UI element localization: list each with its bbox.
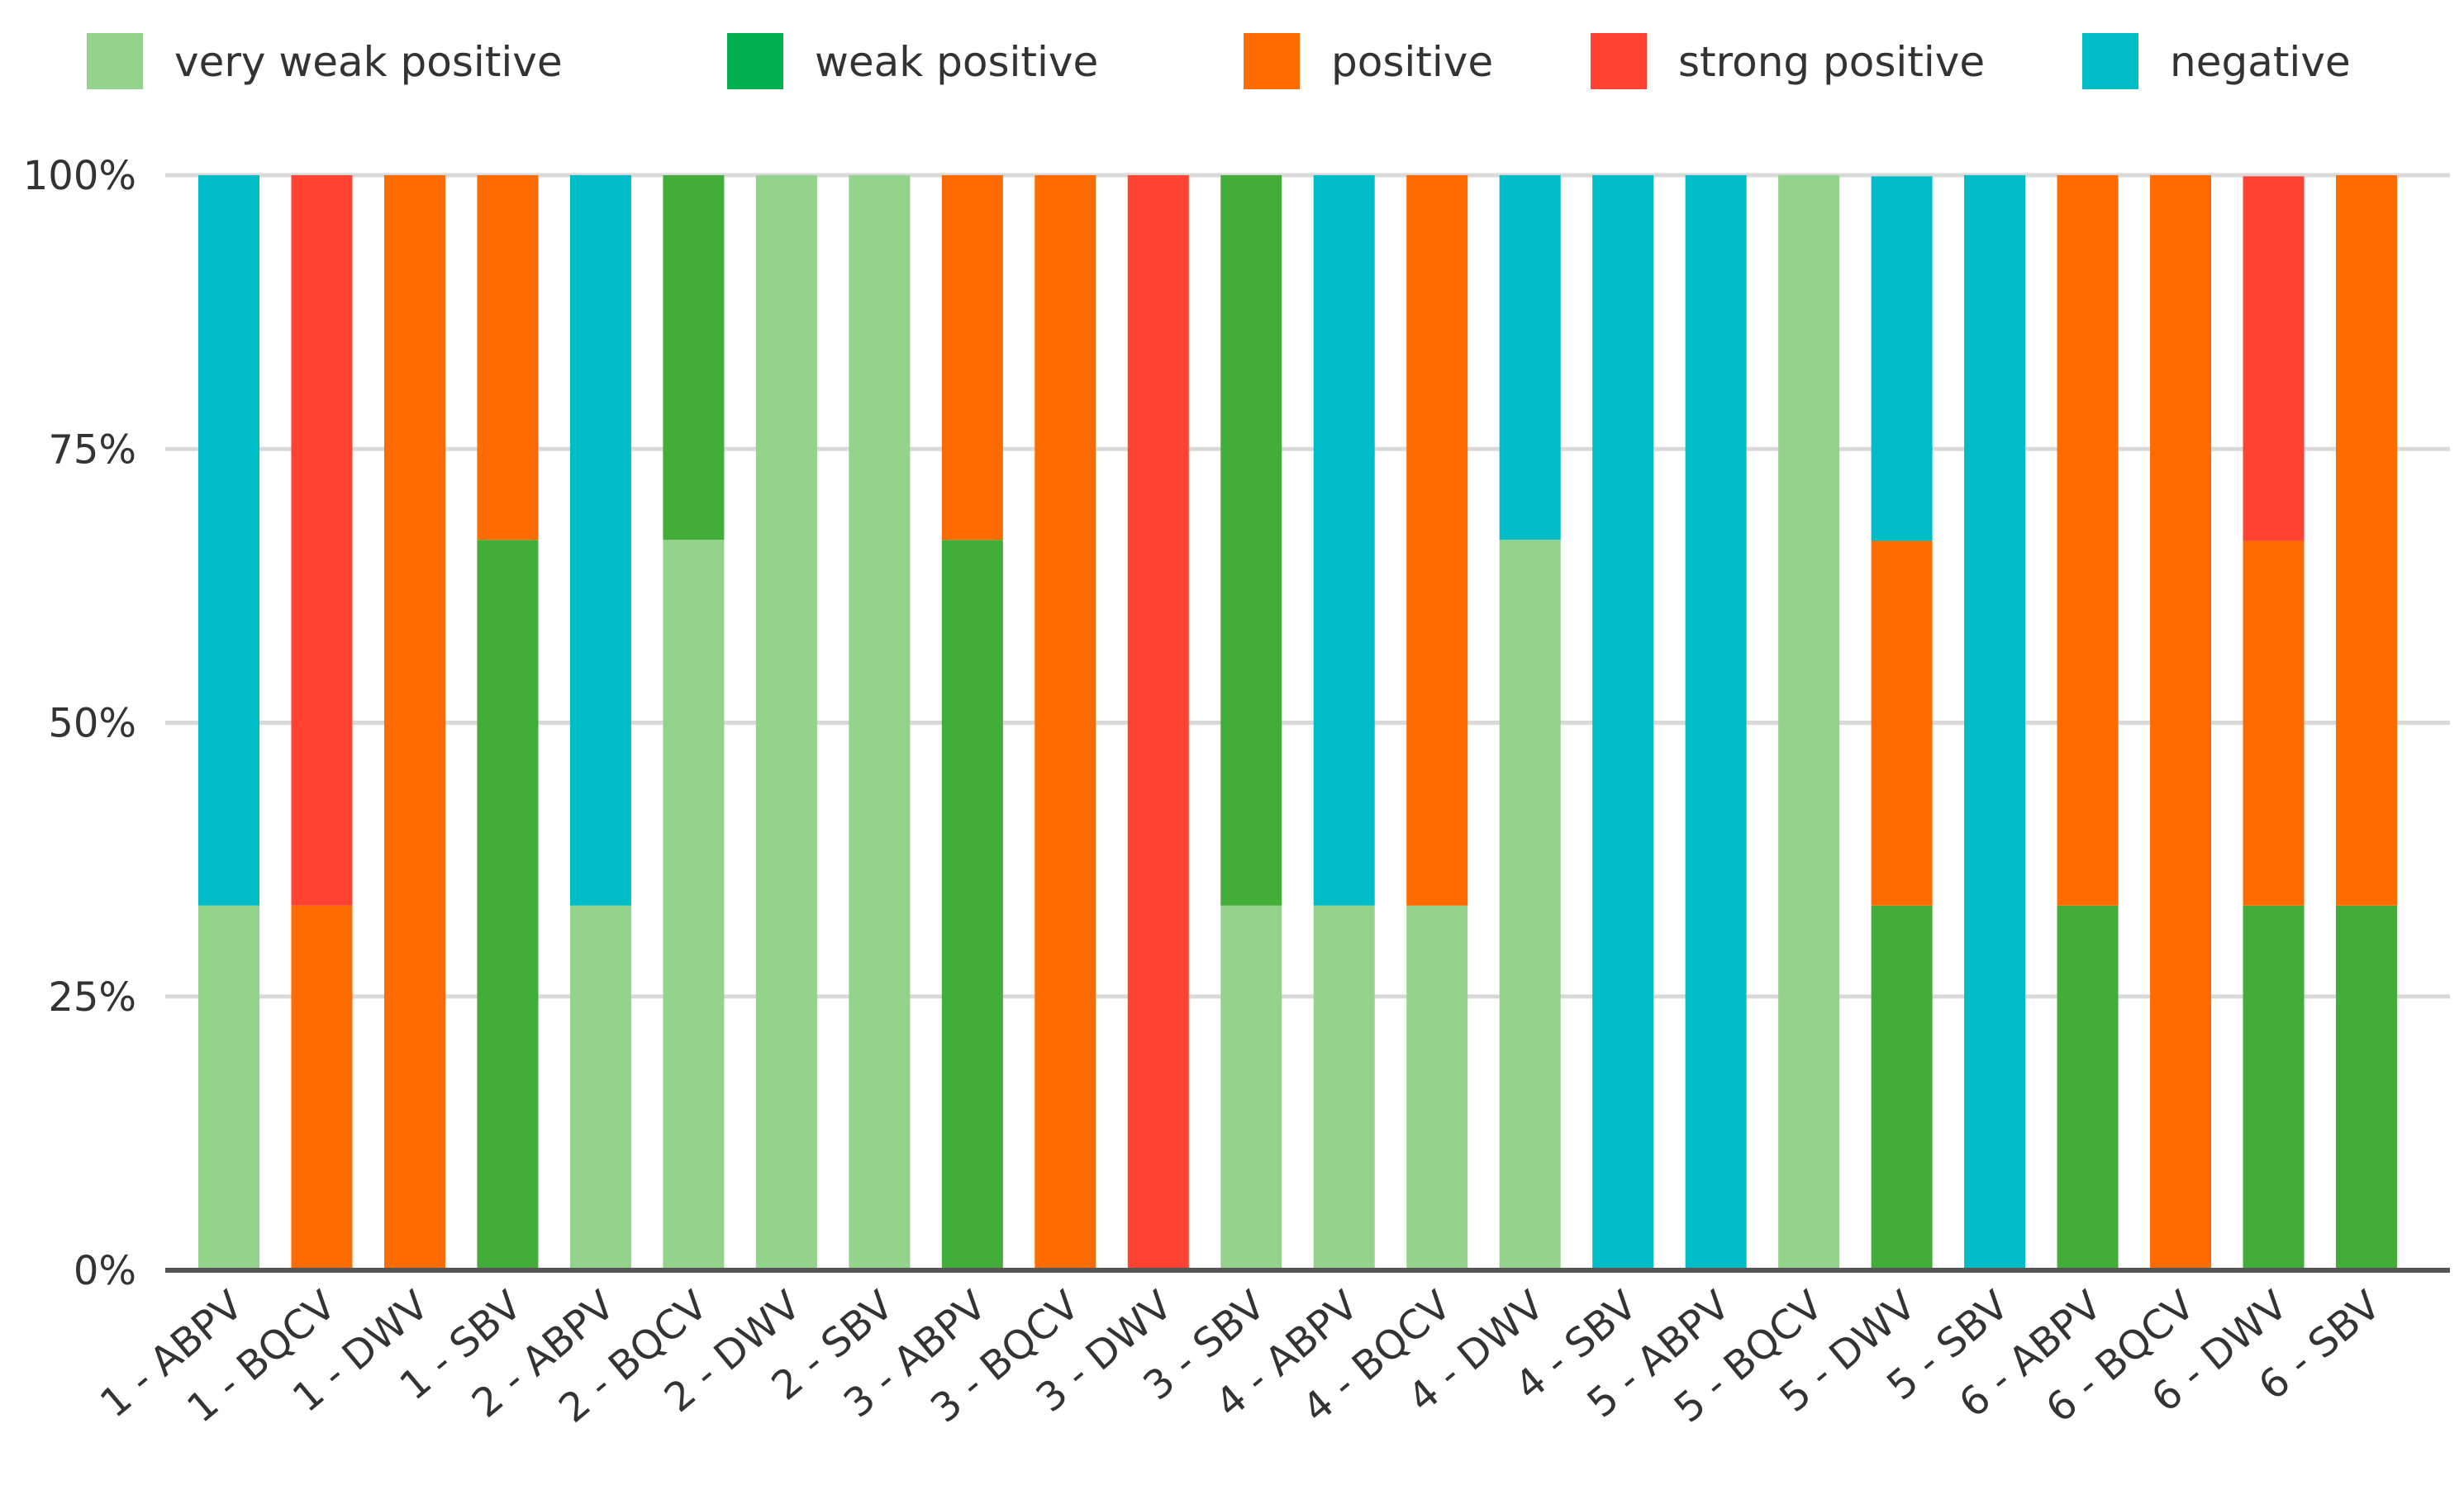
bar-stack <box>1127 175 1189 1270</box>
bar-stack <box>1406 175 1468 1270</box>
bar-segment <box>2057 175 2119 906</box>
legend-swatch <box>727 33 783 89</box>
bar-stack <box>1220 175 1282 1270</box>
y-tick-label: 25% <box>48 974 136 1021</box>
bar-segment <box>2243 905 2305 1270</box>
bar-segment <box>1313 175 1375 906</box>
bar-segment <box>291 175 353 906</box>
bar-segment <box>663 540 725 1270</box>
legend-item: strong positive <box>1591 33 1985 89</box>
legend-label: positive <box>1331 38 1493 86</box>
y-tick-label: 50% <box>48 701 136 747</box>
bar-segment <box>663 175 725 540</box>
bar-segment <box>2057 905 2119 1270</box>
bar-segment <box>569 905 631 1270</box>
bar-segment <box>477 540 539 1270</box>
bar-stack <box>1313 175 1375 1270</box>
legend-item: very weak positive <box>87 33 563 89</box>
bar-stack <box>849 175 911 1270</box>
bar-stack <box>1592 175 1654 1270</box>
bar-segment <box>1592 175 1654 1270</box>
legend-label: weak positive <box>815 38 1098 86</box>
bar-segment <box>1871 905 1933 1270</box>
y-tick-label: 0% <box>74 1248 136 1294</box>
legend-item: negative <box>2082 33 2351 89</box>
bar-segment <box>941 175 1003 540</box>
bar-stack <box>2150 175 2212 1270</box>
legend-swatch <box>1591 33 1647 89</box>
y-tick-label: 75% <box>48 426 136 473</box>
bar-stack <box>755 175 817 1270</box>
y-tick-label: 100% <box>23 153 136 199</box>
bar-segment <box>1499 175 1561 540</box>
bar-stack <box>941 175 1003 1270</box>
bar-segment <box>1499 540 1561 1270</box>
bar-stack <box>2057 175 2119 1270</box>
bar-stack <box>569 175 631 1270</box>
bar-segment <box>1406 905 1468 1270</box>
bar-stack <box>1499 175 1561 1270</box>
bar-stack <box>198 175 259 1270</box>
bars <box>198 175 2397 1270</box>
bar-stack <box>1964 175 2026 1270</box>
bar-segment <box>1778 175 1840 1270</box>
bar-stack <box>2243 176 2305 1270</box>
bar-segment <box>1685 175 1747 1270</box>
bar-stack <box>477 175 539 1270</box>
legend: very weak positive weak positive positive s… <box>87 33 2351 89</box>
legend-label: negative <box>2170 38 2351 86</box>
bar-segment <box>2336 175 2397 906</box>
bar-segment <box>1220 175 1282 906</box>
bar-segment <box>1035 175 1096 1270</box>
bar-segment <box>2243 176 2305 541</box>
bar-segment <box>1964 175 2026 1270</box>
bar-segment <box>569 175 631 906</box>
bar-segment <box>198 905 259 1270</box>
legend-swatch <box>1244 33 1300 89</box>
bar-stack <box>1685 175 1747 1270</box>
legend-item: positive <box>1244 33 1493 89</box>
bar-stack <box>1035 175 1096 1270</box>
legend-label: very weak positive <box>174 38 563 86</box>
bar-segment <box>849 175 911 1270</box>
bar-segment <box>383 175 445 1270</box>
bar-segment <box>2336 905 2397 1270</box>
bar-segment <box>198 175 259 906</box>
bar-segment <box>291 905 353 1270</box>
bar-segment <box>1127 175 1189 1270</box>
bar-stack <box>2336 175 2397 1270</box>
bar-segment <box>1406 175 1468 906</box>
legend-swatch <box>87 33 143 89</box>
bar-stack <box>291 175 353 1270</box>
bar-stack <box>383 175 445 1270</box>
bar-segment <box>941 540 1003 1270</box>
bar-segment <box>1220 905 1282 1270</box>
bar-segment <box>1313 905 1375 1270</box>
bar-stack <box>1778 175 1840 1270</box>
legend-label: strong positive <box>1678 38 1985 86</box>
bar-segment <box>477 175 539 540</box>
bar-segment <box>755 175 817 1270</box>
bar-segment <box>2150 175 2212 1270</box>
bar-segment <box>1871 540 1933 906</box>
bar-segment <box>2243 540 2305 906</box>
bar-segment <box>1871 176 1933 541</box>
bar-stack <box>663 175 725 1270</box>
legend-item: weak positive <box>727 33 1098 89</box>
y-axis-ticks: 0% 25% 50% 75% 100% <box>23 153 136 1294</box>
legend-swatch <box>2082 33 2138 89</box>
bar-stack <box>1871 176 1933 1270</box>
